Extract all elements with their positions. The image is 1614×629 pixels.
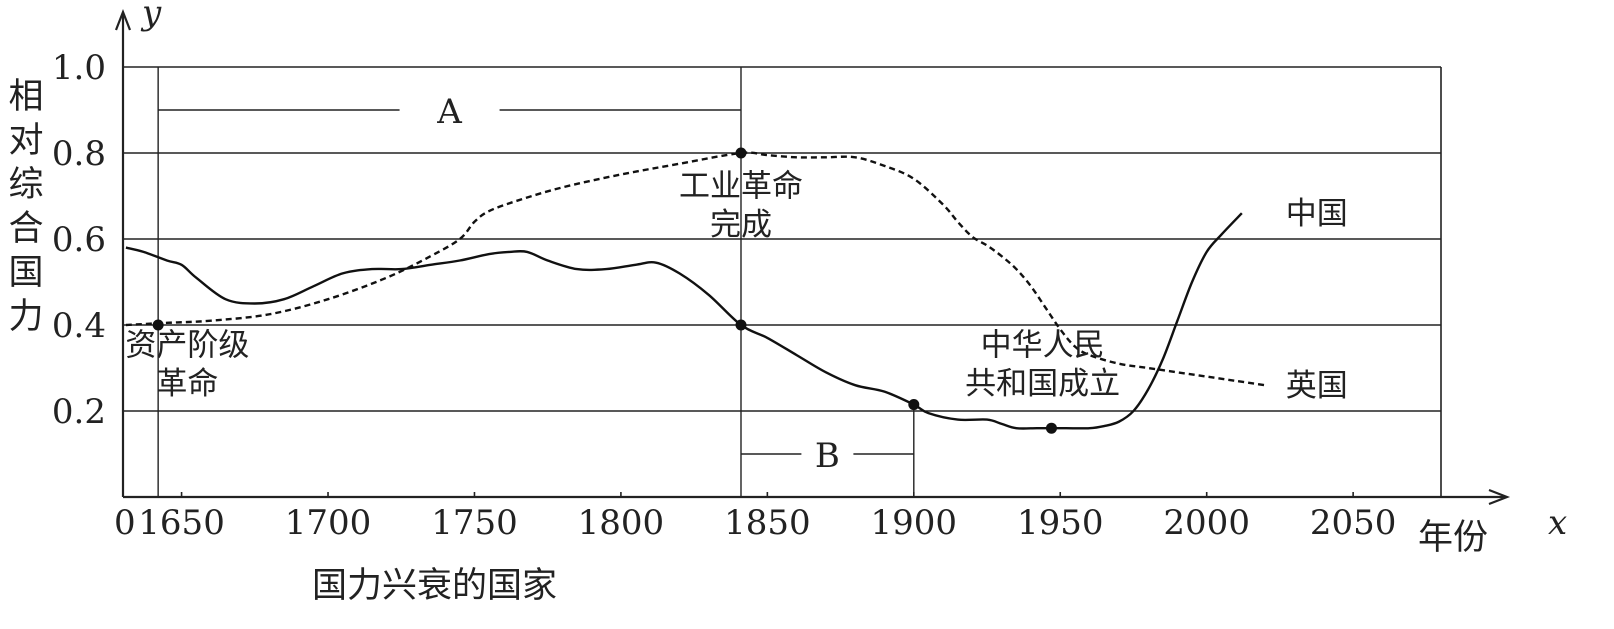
annotation-1: 革命 <box>156 366 218 402</box>
y-tick-label-1: 0.4 <box>52 306 106 346</box>
range-brackets: AB <box>158 92 914 476</box>
x-tick-label-6: 1950 <box>1017 503 1104 543</box>
x-axis-symbol: x <box>1548 503 1567 543</box>
grid-lines <box>123 66 1442 497</box>
x-origin-label: 0 <box>114 503 136 543</box>
range-label-1: B <box>815 436 840 476</box>
y-axis-title-char-5: 力 <box>8 297 43 337</box>
marked-points <box>152 147 1057 434</box>
x-tick-label-2: 1750 <box>431 503 518 543</box>
y-axis-arrow <box>114 8 132 31</box>
data-point-3 <box>908 399 920 411</box>
x-axis-title: 年份 <box>1418 518 1488 558</box>
y-tick-label-3: 0.8 <box>52 134 106 174</box>
annotation-4: 中华人民 <box>981 327 1105 363</box>
data-point-1 <box>735 147 747 159</box>
x-tick-label-3: 1800 <box>578 503 665 543</box>
axes <box>114 8 1511 506</box>
range-label-0: A <box>436 92 462 132</box>
data-point-4 <box>1045 422 1057 434</box>
y-axis-symbol: y <box>140 0 162 33</box>
y-tick-label-0: 0.2 <box>52 392 106 432</box>
y-axis-title-char-2: 综 <box>8 165 43 205</box>
x-tick-label-7: 2000 <box>1163 503 1250 543</box>
annotation-2: 工业革命 <box>679 168 803 204</box>
annotation-0: 资产阶级 <box>125 327 249 363</box>
bottom-caption: 国力兴衰的国家 <box>312 566 557 606</box>
y-axis-title-char-1: 对 <box>8 121 43 161</box>
y-axis-title-char-0: 相 <box>8 77 43 117</box>
series-lines <box>125 151 1266 430</box>
x-axis-arrow <box>1488 488 1511 506</box>
tick-labels: 0.2 0.4 0.6 0.8 1.0 1650 1700 1750 1800 1850 1900 1… <box>52 48 1396 543</box>
series-line-0 <box>125 212 1243 430</box>
y-axis-title-char-4: 国 <box>8 253 43 293</box>
annotation-5: 共和国成立 <box>965 366 1120 402</box>
y-axis-title-char-3: 合 <box>8 209 43 249</box>
x-tick-label-0: 1650 <box>138 503 225 543</box>
annotation-7: 英国 <box>1286 368 1348 404</box>
annotation-6: 中国 <box>1286 196 1348 232</box>
x-tick-label-4: 1850 <box>724 503 811 543</box>
x-tick-label-1: 1700 <box>285 503 372 543</box>
y-tick-label-2: 0.6 <box>52 220 106 260</box>
data-point-0 <box>152 319 164 331</box>
vertical-markers <box>157 67 915 497</box>
y-tick-label-4: 1.0 <box>52 48 106 88</box>
data-point-2 <box>735 319 747 331</box>
x-tick-label-5: 1900 <box>871 503 958 543</box>
annotation-3: 完成 <box>710 207 772 243</box>
x-tick-label-8: 2050 <box>1310 503 1397 543</box>
